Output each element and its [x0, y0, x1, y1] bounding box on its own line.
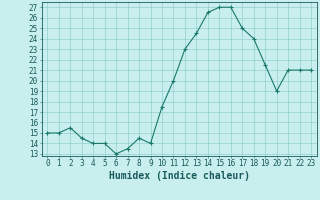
- X-axis label: Humidex (Indice chaleur): Humidex (Indice chaleur): [109, 171, 250, 181]
